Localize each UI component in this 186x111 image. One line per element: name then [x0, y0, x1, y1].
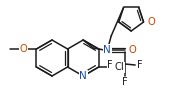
Text: N: N: [103, 45, 111, 55]
Text: N: N: [79, 71, 87, 81]
Text: F: F: [122, 77, 128, 87]
Text: O: O: [128, 45, 136, 55]
Text: F: F: [137, 60, 143, 70]
Text: Cl: Cl: [115, 62, 124, 72]
Text: F: F: [107, 60, 113, 70]
Text: O: O: [147, 17, 155, 27]
Text: O: O: [20, 44, 27, 54]
